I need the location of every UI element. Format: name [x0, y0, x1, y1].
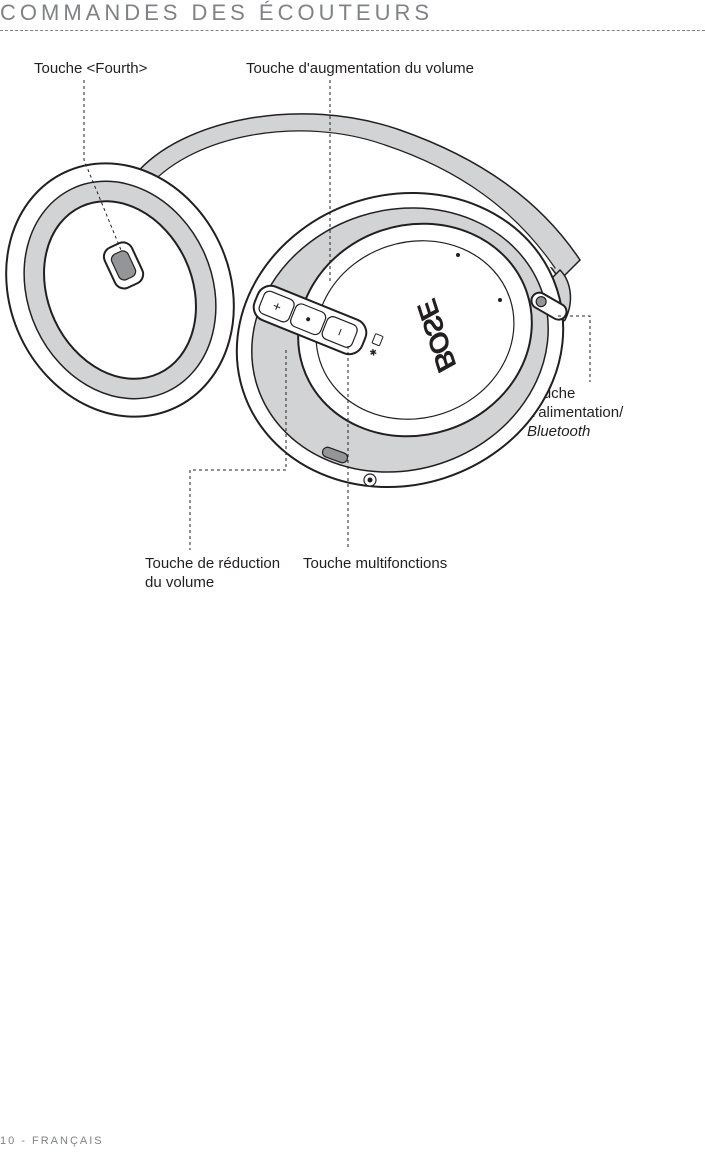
title-underline [0, 30, 705, 31]
led-dot [498, 298, 502, 302]
usb-port-icon [321, 446, 349, 464]
label-volume-down-line2: du volume [145, 574, 214, 591]
label-volume-up: Touche d'augmentation du volume [246, 60, 474, 79]
leader-action [84, 80, 121, 250]
right-earcup: BOSE + − [198, 151, 601, 529]
label-power-line3: Bluetooth [527, 423, 590, 440]
svg-text:+: + [268, 300, 286, 314]
button-strip: + − [249, 282, 370, 359]
headband-inner-line [150, 131, 555, 268]
label-power-bluetooth: Touche d'alimentation/ Bluetooth [527, 385, 677, 441]
svg-text:−: − [331, 325, 349, 339]
power-switch-icon [529, 290, 570, 323]
aux-jack-icon [364, 474, 376, 486]
label-power-line1: Touche [527, 385, 575, 402]
label-volume-down: Touche de réduction du volume [145, 555, 305, 593]
label-multifunction: Touche multifonctions [303, 555, 447, 574]
page-footer: 10 - FRANÇAIS [0, 1135, 104, 1147]
volume-up-button-icon [257, 289, 296, 323]
volume-down-button-icon [320, 315, 359, 349]
headband-outer [135, 114, 580, 280]
label-power-line2: d'alimentation/ [527, 404, 623, 421]
brand-logo: BOSE [410, 295, 463, 376]
leader-volume-down [190, 350, 286, 550]
led-dot [456, 253, 460, 257]
page-title: COMMANDES DES ÉCOUTEURS [0, 0, 705, 30]
label-action-button: Touche <Fourth> [34, 60, 147, 79]
svg-text:✱: ✱ [367, 347, 379, 358]
label-volume-down-line1: Touche de réduction [145, 555, 280, 572]
leader-power [558, 316, 590, 382]
multifunction-button-icon [289, 302, 328, 336]
yoke [535, 270, 571, 340]
manual-page: COMMANDES DES ÉCOUTEURS Touche <Fourth> … [0, 0, 705, 1165]
action-button-icon [101, 239, 147, 292]
left-earcup [0, 126, 275, 455]
headphones-diagram: BOSE + − [0, 0, 705, 700]
